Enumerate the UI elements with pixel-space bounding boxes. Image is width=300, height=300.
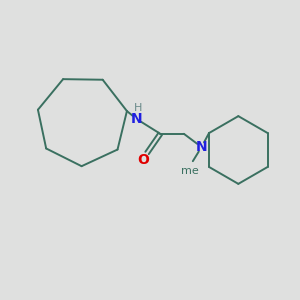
Text: N: N bbox=[196, 140, 207, 154]
Text: me: me bbox=[181, 167, 199, 176]
Text: O: O bbox=[138, 153, 149, 167]
Text: H: H bbox=[134, 103, 142, 113]
Text: N: N bbox=[131, 112, 142, 126]
